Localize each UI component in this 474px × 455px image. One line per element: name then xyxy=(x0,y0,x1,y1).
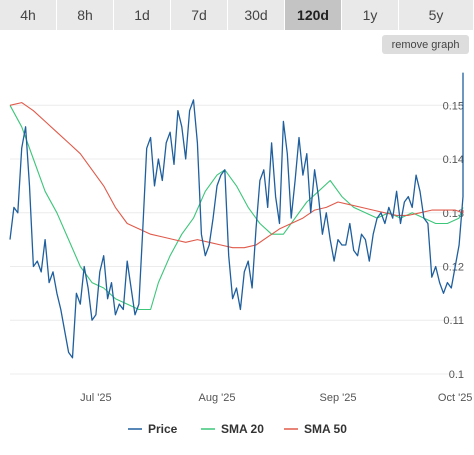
x-tick-label: Oct '25 xyxy=(438,392,473,404)
chart-grid xyxy=(10,104,463,375)
tab-8h[interactable]: 8h xyxy=(57,0,114,30)
tab-5y[interactable]: 5y xyxy=(399,0,474,30)
legend-item: Price xyxy=(128,422,178,436)
tab-120d[interactable]: 120d xyxy=(285,0,342,30)
chart-legend: Price SMA 20 SMA 50 xyxy=(128,422,347,436)
legend-label: SMA 50 xyxy=(304,422,347,436)
y-tick-label: 0.11 xyxy=(443,315,464,327)
y-axis-ticks: 0.10.110.120.130.140.15 xyxy=(443,100,464,381)
x-axis-ticks: Jul '25 Aug '25 Sep '25 Oct '25 xyxy=(80,392,472,404)
tab-4h[interactable]: 4h xyxy=(0,0,57,30)
y-tick-label: 0.12 xyxy=(443,261,464,273)
y-tick-label: 0.15 xyxy=(443,100,464,112)
series-line-sma-20 xyxy=(9,105,464,311)
series-line-sma-50 xyxy=(9,102,464,249)
y-tick-label: 0.14 xyxy=(443,154,464,166)
legend-label: Price xyxy=(148,422,178,436)
x-tick-label: Aug '25 xyxy=(198,392,235,404)
series-line-price xyxy=(9,72,464,359)
tab-1d[interactable]: 1d xyxy=(114,0,171,30)
tab-1y[interactable]: 1y xyxy=(342,0,399,30)
tab-30d[interactable]: 30d xyxy=(228,0,285,30)
x-tick-label: Sep '25 xyxy=(320,392,357,404)
tab-7d[interactable]: 7d xyxy=(171,0,228,30)
x-tick-label: Jul '25 xyxy=(80,392,111,404)
legend-item: SMA 20 xyxy=(201,422,264,436)
legend-item: SMA 50 xyxy=(284,422,347,436)
y-tick-label: 0.1 xyxy=(449,369,464,381)
remove-graph-button[interactable]: remove graph xyxy=(382,35,469,54)
legend-label: SMA 20 xyxy=(221,422,264,436)
chart-series xyxy=(9,72,464,359)
timeframe-tabs: 4h 8h 1d 7d 30d 120d 1y 5y xyxy=(0,0,474,30)
